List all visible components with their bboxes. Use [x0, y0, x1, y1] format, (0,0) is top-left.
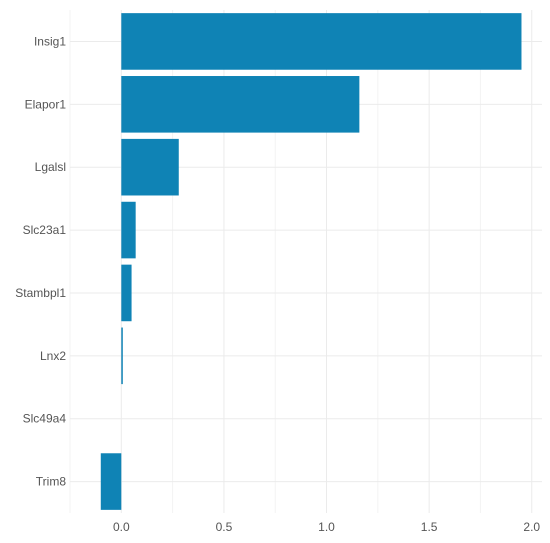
x-axis-tick-labels: 0.0 0.5 1.0 1.5 2.0 [113, 520, 540, 534]
y-axis-tick-labels: Insig1 Elapor1 Lgalsl Slc23a1 Stambpl1 Lnx2 Sl… [15, 34, 66, 488]
y-tick-label: Lnx2 [40, 349, 66, 363]
x-tick-label: 1.5 [421, 520, 438, 534]
bar-trim8 [100, 453, 122, 510]
bar-lnx2 [121, 327, 123, 385]
bar-insig1 [121, 13, 522, 70]
bars [100, 13, 522, 510]
y-tick-label: Slc49a4 [23, 412, 67, 426]
y-tick-label: Trim8 [36, 475, 67, 489]
bar-lgalsl [121, 138, 179, 196]
bar-stambpl1 [121, 264, 132, 322]
y-tick-label: Lgalsl [35, 160, 66, 174]
y-tick-label: Elapor1 [25, 97, 67, 111]
x-tick-label: 0.0 [113, 520, 130, 534]
y-tick-label: Insig1 [34, 34, 66, 48]
x-tick-label: 0.5 [216, 520, 233, 534]
bar-elapor1 [121, 76, 360, 133]
y-tick-label: Stambpl1 [15, 286, 66, 300]
bar-slc23a1 [121, 201, 136, 259]
x-tick-label: 1.0 [318, 520, 335, 534]
x-tick-label: 2.0 [523, 520, 540, 534]
y-tick-label: Slc23a1 [23, 223, 67, 237]
